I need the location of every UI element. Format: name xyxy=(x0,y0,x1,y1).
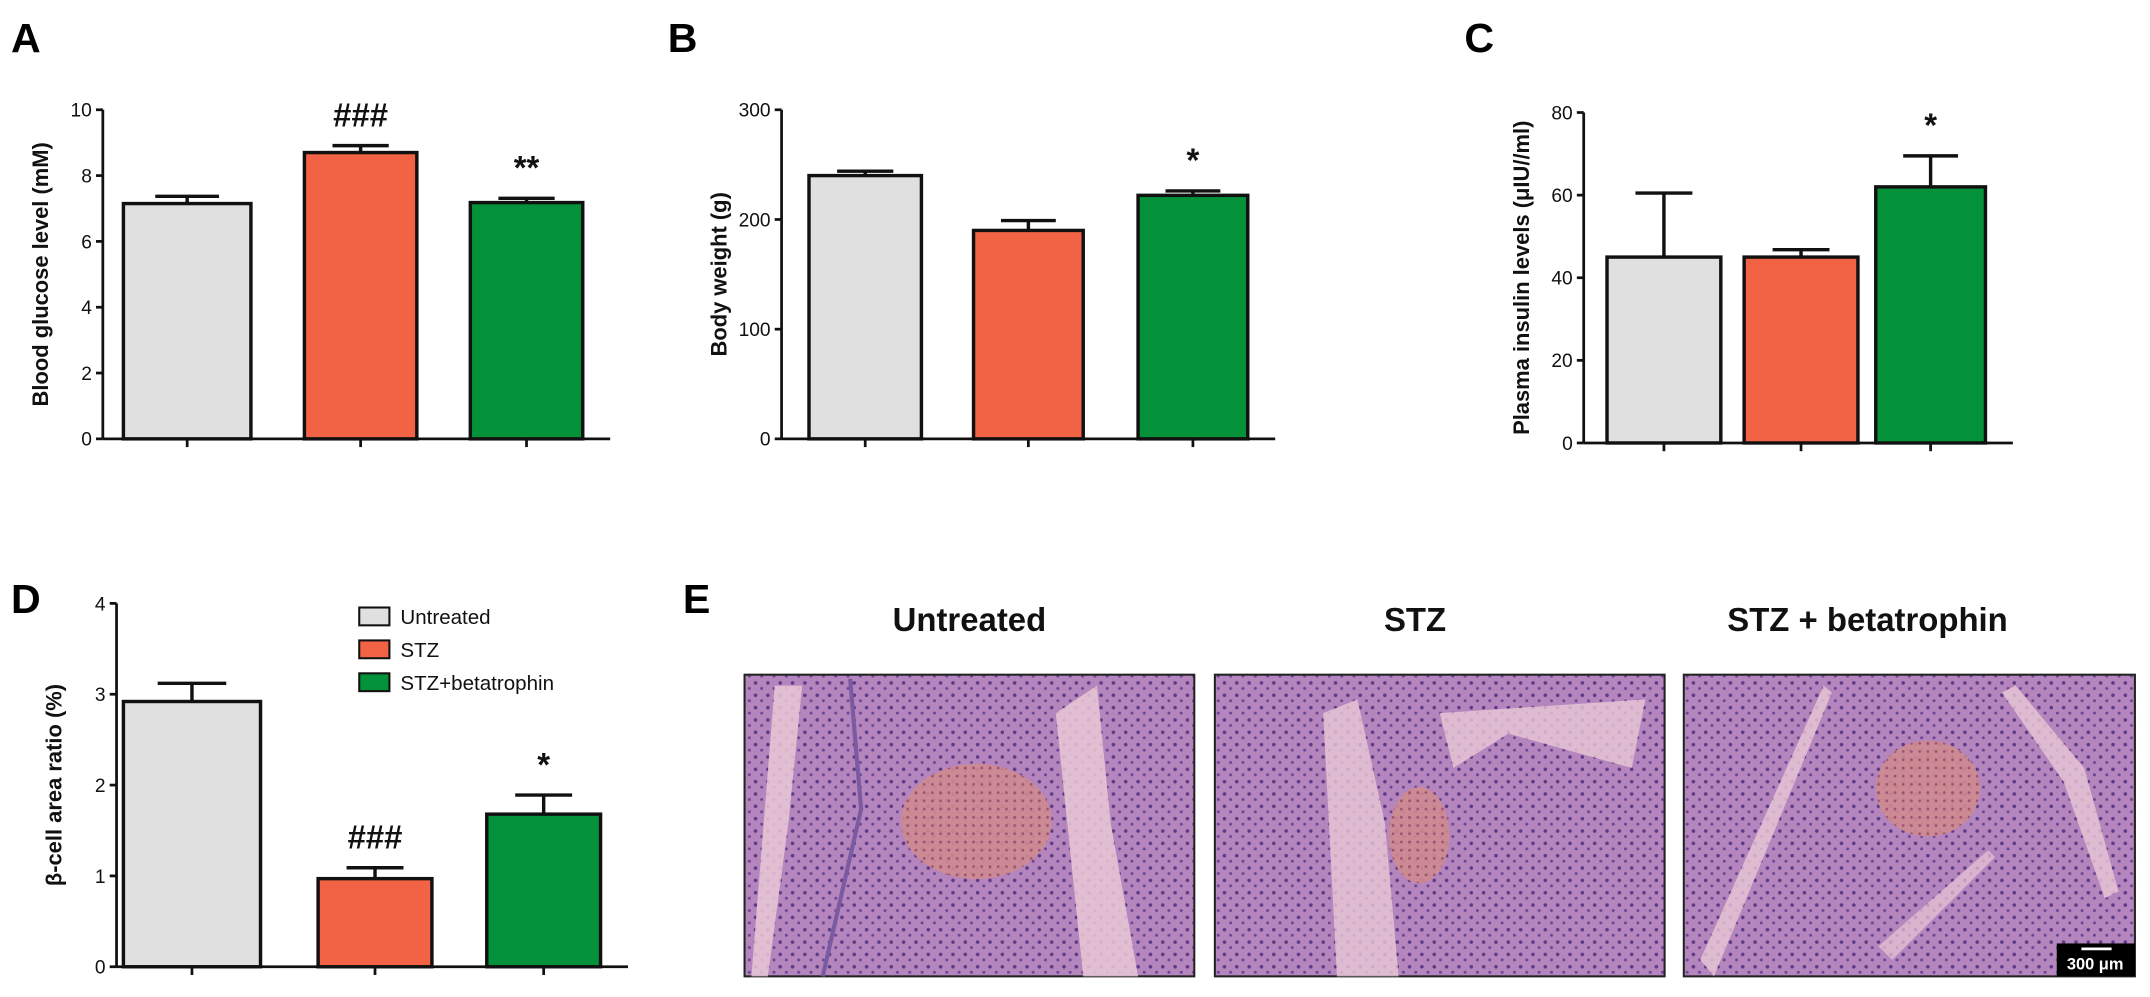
bar-stz xyxy=(1742,255,1860,445)
y-tick-label: 40 xyxy=(1551,269,1572,290)
y-tick-label: 6 xyxy=(81,232,92,253)
bar-untreated xyxy=(121,201,253,441)
y-tick-label: 0 xyxy=(760,430,771,451)
y-axis-label: Blood glucose level (mM) xyxy=(28,142,53,406)
y-tick-label: 100 xyxy=(739,320,771,341)
y-tick-label: 1 xyxy=(95,867,106,888)
bar-untreated xyxy=(121,699,263,969)
legend-label-untreated: Untreated xyxy=(400,606,490,629)
chart-panel-d: Dβ-cell area ratio (%) 0 1 2 3 4 ### * xyxy=(11,576,628,979)
bar-untreated xyxy=(1605,255,1723,445)
y-tick-label: 300 xyxy=(739,101,771,122)
legend-label-stz: STZ xyxy=(400,639,439,662)
legend-label-stz-betatrophin: STZ+betatrophin xyxy=(400,672,554,695)
chart-panel-c: C Plasma insulin levels (μIU//ml) 0 20 40 60 8… xyxy=(1464,15,2013,455)
y-axis-label: Body weight (g) xyxy=(707,192,732,356)
bar-stz-betatrophin xyxy=(485,812,603,969)
chart-panel-b: B Body weight (g) 0 100 200 300 * xyxy=(668,15,1276,451)
image-title-stz-betatrophin: STZ + betatrophin xyxy=(1727,601,2008,638)
histology-image-stz-betatrophin: 300 μm xyxy=(1682,673,2136,978)
bar-stz xyxy=(971,228,1085,441)
image-title-stz: STZ xyxy=(1384,601,1446,638)
panel-label-d: D xyxy=(11,576,41,622)
y-axis-label: Plasma insulin levels (μIU//ml) xyxy=(1509,121,1534,435)
image-title-untreated: Untreated xyxy=(893,601,1047,638)
significance-annotation: * xyxy=(1187,142,1200,179)
y-tick-label: 2 xyxy=(81,364,92,385)
bar-untreated xyxy=(807,173,924,441)
y-tick-label: 4 xyxy=(81,298,92,319)
histology-image-stz xyxy=(1213,673,1666,978)
y-tick-label: 4 xyxy=(95,594,106,615)
y-tick-label: 200 xyxy=(739,210,771,231)
legend-swatch-untreated xyxy=(358,606,391,627)
y-tick-label: 60 xyxy=(1551,186,1572,207)
scale-bar-label: 300 μm xyxy=(2067,955,2124,973)
panel-label-e: E xyxy=(683,576,710,622)
bar-stz-betatrophin xyxy=(468,200,585,441)
significance-annotation: ** xyxy=(514,149,540,186)
significance-annotation: ### xyxy=(348,819,403,856)
histology-image-untreated xyxy=(743,673,1196,978)
y-tick-label: 0 xyxy=(81,430,92,451)
y-tick-label: 10 xyxy=(71,101,92,122)
y-tick-label: 20 xyxy=(1551,351,1572,372)
legend: Untreated STZ STZ+betatrophin xyxy=(358,606,554,695)
y-tick-label: 80 xyxy=(1551,103,1572,124)
y-tick-label: 8 xyxy=(81,166,92,187)
y-tick-label: 3 xyxy=(95,685,106,706)
legend-swatch-stz xyxy=(358,639,391,660)
bar-stz-betatrophin xyxy=(1874,185,1988,445)
bar-stz xyxy=(316,876,434,969)
bar-stz xyxy=(302,150,419,441)
panel-label-b: B xyxy=(668,15,698,61)
panel-label-a: A xyxy=(11,15,41,61)
y-axis-label: β-cell area ratio (%) xyxy=(42,684,67,886)
y-tick-label: 0 xyxy=(95,958,106,979)
significance-annotation: * xyxy=(1924,107,1937,144)
panel-e: E Untreated STZ STZ + betatrophin 300 μm xyxy=(683,576,2136,978)
chart-panel-a: A Blood glucose level (mM) 0 2 4 6 8 10 ### ** xyxy=(11,15,611,451)
significance-annotation: ### xyxy=(333,96,388,133)
legend-swatch-stz-betatrophin xyxy=(358,672,391,693)
panel-label-c: C xyxy=(1464,15,1494,61)
significance-annotation: * xyxy=(537,746,550,783)
y-tick-label: 0 xyxy=(1562,434,1573,455)
bar-stz-betatrophin xyxy=(1136,193,1250,441)
y-tick-label: 2 xyxy=(95,776,106,797)
